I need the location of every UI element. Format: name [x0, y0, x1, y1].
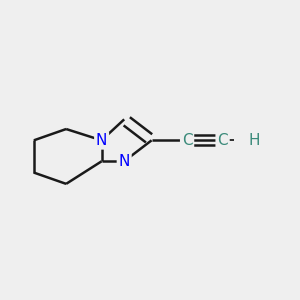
Text: C: C — [182, 133, 192, 148]
Text: H: H — [248, 133, 260, 148]
Text: N: N — [96, 133, 107, 148]
Text: C: C — [217, 133, 228, 148]
Text: N: N — [118, 154, 130, 169]
